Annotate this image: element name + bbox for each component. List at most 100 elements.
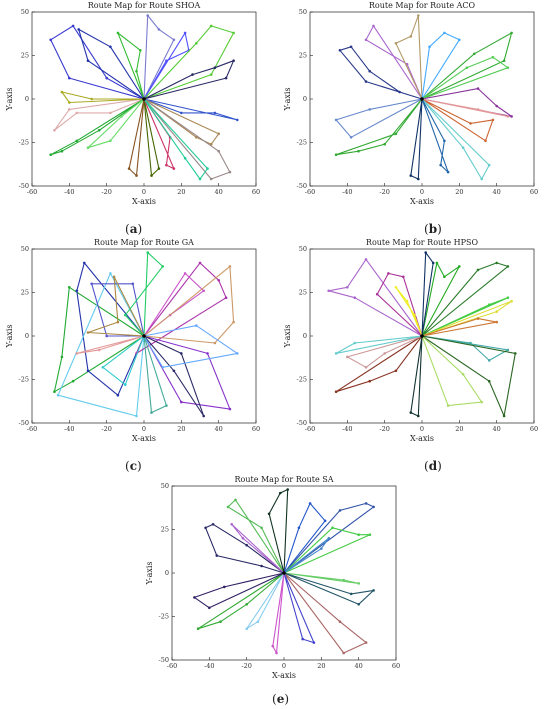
- route-point: [480, 400, 483, 404]
- route-point: [402, 275, 405, 279]
- route-point: [368, 69, 371, 73]
- route-point: [417, 14, 420, 17]
- route-point: [165, 163, 168, 167]
- route-point: [372, 505, 375, 509]
- route-point: [224, 296, 228, 299]
- route-point: [124, 383, 127, 386]
- route-point: [502, 59, 506, 62]
- route-point: [484, 139, 487, 143]
- y-axis-label: Y-axis: [145, 561, 154, 585]
- x-tick-label: 0: [142, 188, 146, 196]
- route-line-13: [272, 572, 285, 654]
- y-tick-label: 50: [161, 482, 169, 490]
- x-tick-label: -60: [27, 188, 37, 196]
- routes-group: [334, 14, 513, 181]
- route-point: [224, 76, 228, 80]
- route-point: [487, 303, 491, 306]
- route-point: [279, 491, 282, 495]
- route-point: [146, 251, 149, 254]
- route-point: [417, 414, 420, 418]
- route-point: [202, 414, 205, 418]
- route-point: [409, 35, 413, 38]
- route-point: [215, 554, 219, 557]
- route-point: [97, 129, 101, 132]
- x-tick-label: 0: [282, 662, 286, 670]
- route-point: [357, 149, 360, 153]
- route-point: [105, 334, 108, 338]
- x-tick-label: 60: [392, 662, 400, 670]
- route-point: [267, 512, 271, 516]
- route-point: [68, 286, 71, 289]
- x-tick-label: 60: [252, 188, 260, 196]
- route-point: [334, 118, 338, 122]
- routes-group: [53, 251, 239, 418]
- route-point: [458, 38, 461, 42]
- y-tick-label: -25: [19, 139, 29, 147]
- route-point: [245, 603, 248, 606]
- route-point: [135, 174, 138, 177]
- route-point: [469, 341, 472, 345]
- route-point: [506, 348, 510, 352]
- route-line-12: [128, 98, 145, 177]
- route-point: [349, 136, 353, 139]
- route-point: [109, 272, 112, 275]
- route-point: [320, 547, 323, 550]
- route-point: [506, 296, 510, 299]
- route-point: [394, 42, 398, 45]
- route-point: [368, 108, 371, 111]
- route-point: [357, 533, 360, 536]
- route-point: [75, 139, 79, 143]
- route-point: [120, 115, 123, 118]
- route-point: [211, 523, 215, 526]
- route-point: [473, 52, 476, 56]
- route-point: [241, 536, 245, 540]
- chart-svg: Route Map for Route GA -60 -40 -20 0 20 40 60 -5…: [5, 238, 260, 443]
- route-point: [183, 272, 187, 275]
- depot-point: [420, 334, 424, 338]
- route-point: [506, 66, 510, 69]
- route-line-14: [76, 335, 145, 354]
- route-point: [286, 488, 289, 491]
- x-tick-label: 40: [215, 188, 223, 196]
- route-point: [368, 533, 372, 536]
- route-line-9: [283, 572, 360, 584]
- caption-b: (b): [424, 222, 442, 236]
- y-axis-label: Y-axis: [283, 324, 292, 348]
- route-line-13: [143, 98, 160, 177]
- route-point: [75, 289, 79, 293]
- route-point: [86, 146, 90, 149]
- route-point: [183, 156, 187, 160]
- x-tick-label: -60: [305, 188, 315, 196]
- x-tick-label: 40: [493, 425, 501, 433]
- route-point: [180, 352, 183, 355]
- route-point: [514, 352, 517, 355]
- route-line-1: [53, 286, 145, 393]
- route-point: [342, 651, 345, 655]
- chart-title: Route Map for Route SA: [235, 475, 334, 484]
- route-point: [364, 366, 368, 369]
- route-point: [495, 104, 498, 108]
- route-point: [60, 90, 64, 94]
- route-map-ga: Route Map for Route GA -60 -40 -20 0 20 40 60 -5…: [0, 237, 270, 453]
- y-tick-label: -50: [297, 419, 307, 427]
- x-tick-label: -20: [101, 188, 111, 196]
- route-point: [191, 73, 194, 76]
- route-point: [476, 87, 480, 90]
- route-point: [180, 400, 183, 404]
- y-tick-label: 25: [161, 526, 169, 534]
- route-point: [139, 49, 142, 52]
- caption-d: (d): [424, 459, 442, 473]
- caption-c: (c): [125, 459, 142, 473]
- route-point: [417, 177, 420, 181]
- y-tick-label: 25: [21, 289, 29, 297]
- route-point: [234, 498, 237, 502]
- route-point: [353, 341, 357, 345]
- route-map-hpso: Route Map for Route HPSO -60 -40 -20 0 20 40 60…: [278, 237, 548, 453]
- route-point: [172, 369, 176, 373]
- route-point: [109, 45, 112, 49]
- route-point: [213, 341, 217, 345]
- route-point: [510, 115, 513, 118]
- route-line-10: [50, 98, 145, 156]
- route-point: [127, 167, 131, 170]
- route-map-shoa: Route Map for Route SHOA -60 -40 -20 0 20 40 60…: [0, 0, 270, 216]
